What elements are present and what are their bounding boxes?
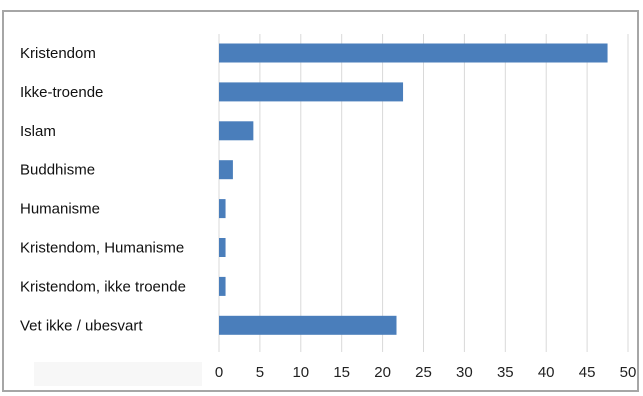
bar-chart: Kristendom Ikke-troende Islam Buddhisme Huma… (20, 34, 637, 386)
x-tick-label: 35 (497, 364, 514, 381)
x-tick-label: 25 (415, 364, 432, 381)
gridlines (218, 34, 629, 352)
x-tick-label: 10 (292, 364, 309, 381)
bar (219, 43, 608, 63)
x-tick-label: 50 (620, 364, 637, 381)
x-tick-label: 0 (215, 364, 223, 381)
x-tick-label: 30 (456, 364, 473, 381)
x-tick-label: 45 (579, 364, 596, 381)
bar (219, 238, 226, 257)
x-tick-labels: 0 5 10 15 20 25 30 35 40 45 50 (215, 364, 637, 381)
bar (219, 315, 397, 335)
bar (219, 276, 226, 296)
bar (219, 199, 226, 219)
x-tick-label: 40 (538, 364, 555, 381)
bar (219, 121, 254, 141)
category-label: Kristendom, ikke troende (20, 278, 186, 295)
category-label: Ikke-troende (20, 84, 103, 101)
category-label: Buddhisme (20, 162, 95, 179)
category-label: Vet ikke / ubesvart (20, 317, 143, 334)
x-tick-label: 5 (256, 364, 264, 381)
category-label: Humanisme (20, 201, 100, 218)
category-label: Kristendom, Humanisme (20, 240, 184, 257)
x-axis-label-backdrop (34, 362, 202, 386)
category-label: Kristendom (20, 45, 96, 62)
bar (219, 160, 233, 180)
bars (219, 43, 608, 335)
category-labels: Kristendom Ikke-troende Islam Buddhisme Huma… (20, 45, 186, 334)
chart-frame: Kristendom Ikke-troende Islam Buddhisme Huma… (2, 10, 639, 392)
category-label: Islam (20, 123, 56, 140)
x-tick-label: 15 (333, 364, 350, 381)
bar (219, 82, 404, 102)
x-tick-label: 20 (374, 364, 391, 381)
